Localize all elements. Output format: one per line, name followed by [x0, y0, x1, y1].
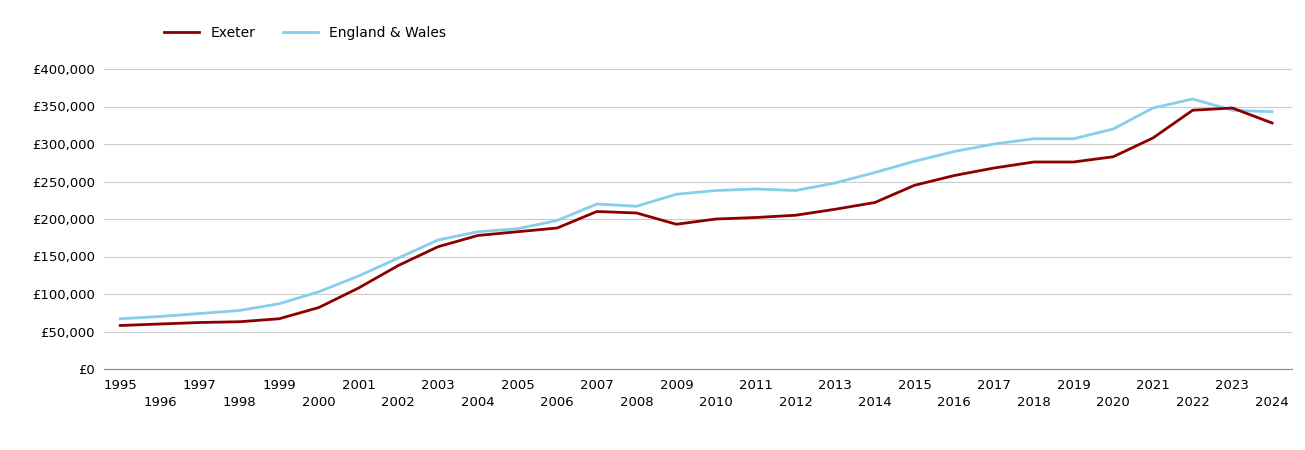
- Exeter: [987, 165, 1002, 171]
- Exeter: [589, 209, 604, 214]
- England & Wales: [1224, 108, 1240, 113]
- England & Wales: [589, 201, 604, 207]
- England & Wales: [112, 316, 128, 321]
- England & Wales: [827, 180, 843, 186]
- Exeter: [470, 233, 485, 238]
- England & Wales: [351, 273, 367, 279]
- Text: 2016: 2016: [937, 396, 971, 409]
- England & Wales: [470, 229, 485, 234]
- Text: 1998: 1998: [223, 396, 256, 409]
- Text: 2012: 2012: [779, 396, 813, 409]
- Exeter: [1105, 154, 1121, 159]
- England & Wales: [390, 255, 406, 261]
- England & Wales: [153, 314, 168, 319]
- England & Wales: [748, 186, 763, 192]
- Text: 2008: 2008: [620, 396, 654, 409]
- Exeter: [629, 210, 645, 216]
- England & Wales: [1185, 96, 1201, 102]
- England & Wales: [1144, 105, 1160, 111]
- England & Wales: [709, 188, 724, 193]
- England & Wales: [1105, 126, 1121, 132]
- Line: Exeter: Exeter: [120, 108, 1272, 325]
- Exeter: [1144, 135, 1160, 141]
- Exeter: [510, 229, 526, 234]
- Legend: Exeter, England & Wales: Exeter, England & Wales: [159, 20, 452, 45]
- Exeter: [231, 319, 247, 324]
- Exeter: [431, 244, 446, 249]
- England & Wales: [629, 203, 645, 209]
- Text: 2018: 2018: [1017, 396, 1051, 409]
- Text: 2000: 2000: [301, 396, 335, 409]
- England & Wales: [867, 170, 882, 175]
- Exeter: [390, 263, 406, 268]
- Text: 2006: 2006: [540, 396, 574, 409]
- England & Wales: [788, 188, 804, 193]
- England & Wales: [1026, 136, 1041, 141]
- Exeter: [1026, 159, 1041, 165]
- Exeter: [946, 173, 962, 178]
- Exeter: [351, 285, 367, 291]
- Text: 2022: 2022: [1176, 396, 1210, 409]
- Exeter: [192, 320, 207, 325]
- Text: 1996: 1996: [144, 396, 176, 409]
- Exeter: [112, 323, 128, 328]
- Exeter: [271, 316, 287, 321]
- Exeter: [907, 183, 923, 188]
- Exeter: [748, 215, 763, 220]
- Exeter: [1224, 105, 1240, 111]
- Line: England & Wales: England & Wales: [120, 99, 1272, 319]
- England & Wales: [431, 237, 446, 243]
- Text: 2010: 2010: [699, 396, 733, 409]
- England & Wales: [510, 226, 526, 231]
- Exeter: [1185, 108, 1201, 113]
- England & Wales: [192, 311, 207, 316]
- England & Wales: [907, 158, 923, 164]
- England & Wales: [271, 301, 287, 306]
- Exeter: [311, 305, 326, 310]
- England & Wales: [311, 289, 326, 294]
- England & Wales: [946, 149, 962, 154]
- Exeter: [709, 216, 724, 222]
- Exeter: [827, 207, 843, 212]
- England & Wales: [1265, 109, 1280, 114]
- Text: 2024: 2024: [1255, 396, 1289, 409]
- England & Wales: [549, 218, 565, 223]
- Exeter: [549, 225, 565, 231]
- Exeter: [668, 221, 684, 227]
- Text: 2004: 2004: [461, 396, 495, 409]
- Exeter: [867, 200, 882, 205]
- Exeter: [1066, 159, 1082, 165]
- Exeter: [1265, 120, 1280, 126]
- England & Wales: [231, 308, 247, 313]
- Text: 2014: 2014: [859, 396, 891, 409]
- England & Wales: [987, 141, 1002, 147]
- Exeter: [788, 212, 804, 218]
- England & Wales: [668, 192, 684, 197]
- Text: 2002: 2002: [381, 396, 415, 409]
- England & Wales: [1066, 136, 1082, 141]
- Exeter: [153, 321, 168, 327]
- Text: 2020: 2020: [1096, 396, 1130, 409]
